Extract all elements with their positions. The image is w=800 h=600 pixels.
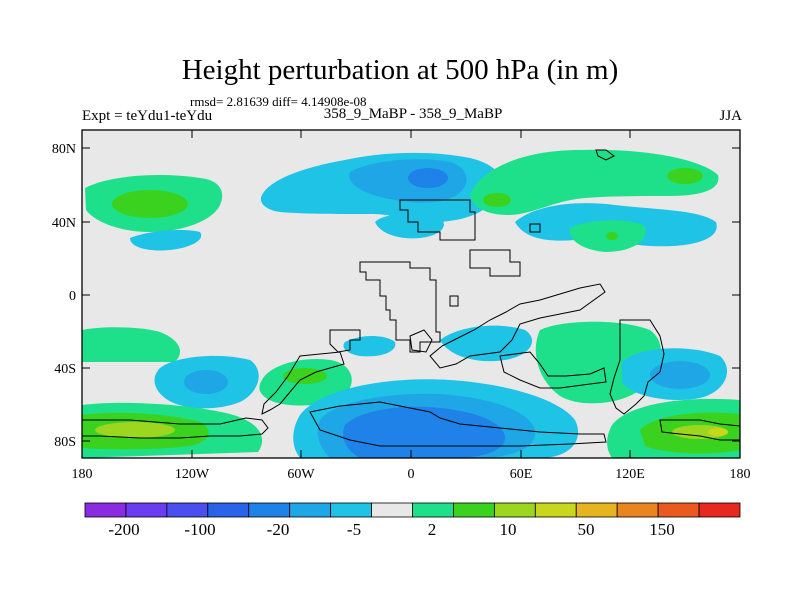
contour-fill (184, 370, 228, 394)
x-tick-label: 120W (175, 467, 210, 482)
contour-fill (440, 325, 533, 362)
axis-ticks (81, 130, 741, 458)
colorbar-swatch (84, 502, 127, 518)
colorbar-swatch (575, 502, 618, 518)
contour-fill (483, 193, 511, 207)
x-tick-label: 60W (287, 467, 315, 482)
y-tick-label: 0 (69, 289, 76, 304)
contour-fill (343, 406, 505, 458)
contour-fill (606, 232, 618, 240)
x-tick-label: 180 (730, 467, 751, 482)
colorbar-swatch (698, 502, 741, 518)
colorbar-label: 10 (500, 520, 517, 539)
experiment-label: Expt = teYdu1-teYdu (82, 108, 213, 124)
contour-fill (408, 168, 448, 188)
colorbar-label: 2 (428, 520, 437, 539)
map-title: Height perturbation at 500 hPa (in m) (181, 54, 619, 86)
colorbar-label: -200 (108, 520, 139, 539)
colorbar-swatch (125, 502, 168, 518)
colorbar-label: -100 (184, 520, 215, 539)
colorbar-swatch (493, 502, 536, 518)
y-tick-label: 40S (54, 362, 76, 377)
colorbar-swatch (289, 502, 332, 518)
colorbar-swatch (248, 502, 291, 518)
colorbar-label: 150 (649, 520, 675, 539)
contour-fill (708, 428, 728, 436)
y-tick-label: 80N (52, 142, 76, 157)
colorbar-swatch (616, 502, 659, 518)
continent-outlines (82, 149, 740, 447)
x-tick-label: 0 (408, 467, 415, 482)
contour-fill (112, 190, 188, 218)
colorbar-swatch (534, 502, 577, 518)
x-tick-label: 120E (615, 467, 645, 482)
y-tick-label: 80S (54, 435, 76, 450)
colorbar-label: 50 (578, 520, 595, 539)
y-tick-label: 40N (52, 216, 76, 231)
stats-label: rmsd= 2.81639 diff= 4.14908e-08 (190, 94, 367, 109)
contour-fill (650, 361, 710, 389)
colorbar-swatch (166, 502, 209, 518)
contour-fill (470, 149, 719, 216)
x-tick-label: 180 (72, 467, 93, 482)
colorbar-swatch (371, 502, 413, 518)
colorbar-swatch (657, 502, 700, 518)
colorbar-label: -5 (347, 520, 361, 539)
contour-fill (667, 168, 703, 184)
colorbar-swatch (412, 502, 454, 518)
colorbar-swatch (207, 502, 250, 518)
contour-fill (82, 327, 180, 362)
contour-fill (95, 422, 175, 438)
colorbar (84, 502, 741, 518)
contour-fills (82, 149, 740, 458)
contour-fill (130, 230, 202, 251)
center-label: 358_9_MaBP - 358_9_MaBP (323, 106, 503, 122)
contour-fill (343, 336, 396, 357)
x-tick-label: 60E (510, 467, 533, 482)
colorbar-swatch (453, 502, 495, 518)
season-label: JJA (719, 108, 742, 124)
colorbar-swatch (330, 502, 372, 518)
colorbar-label: -20 (267, 520, 290, 539)
